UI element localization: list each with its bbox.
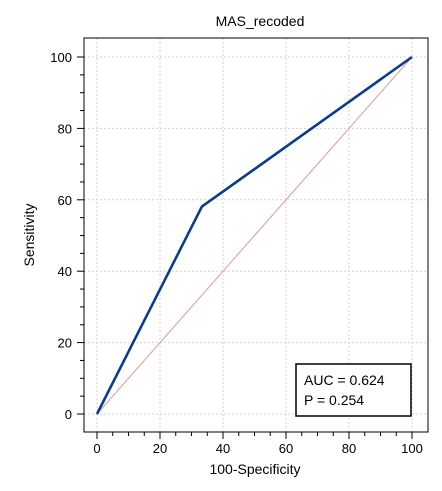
grid-lines	[84, 38, 428, 432]
stats-box: AUC = 0.624 P = 0.254	[295, 363, 412, 417]
x-tick-label: 40	[216, 441, 230, 456]
x-tick-label: 20	[153, 441, 167, 456]
roc-curve-line	[95, 55, 413, 415]
stats-box-frame	[295, 363, 412, 417]
y-tick-label: 0	[65, 407, 72, 422]
x-tick-label: 0	[93, 441, 100, 456]
y-tick-label: 20	[58, 336, 72, 351]
x-tick-label: 100	[401, 441, 423, 456]
y-tick-label: 80	[58, 121, 72, 136]
x-axis-title: 100-Specificity	[209, 461, 300, 477]
x-tick-label: 80	[342, 441, 356, 456]
x-axis: 0 20 40 60 80 100	[93, 432, 423, 456]
reference-diagonal-line	[96, 56, 413, 415]
y-axis: 0 20 40 60 80 100	[50, 50, 84, 422]
y-tick-label: 100	[50, 50, 72, 65]
plot-frame	[83, 37, 429, 433]
minor-ticks	[80, 74, 397, 436]
p-value-text: P = 0.254	[304, 392, 364, 408]
series-layer	[95, 55, 413, 415]
y-axis-title: Sensitivity	[21, 203, 37, 266]
x-tick-label: 60	[279, 441, 293, 456]
chart-title: MAS_recoded	[216, 13, 305, 29]
y-tick-label: 60	[58, 193, 72, 208]
y-tick-label: 40	[58, 264, 72, 279]
auc-text: AUC = 0.624	[304, 372, 385, 388]
